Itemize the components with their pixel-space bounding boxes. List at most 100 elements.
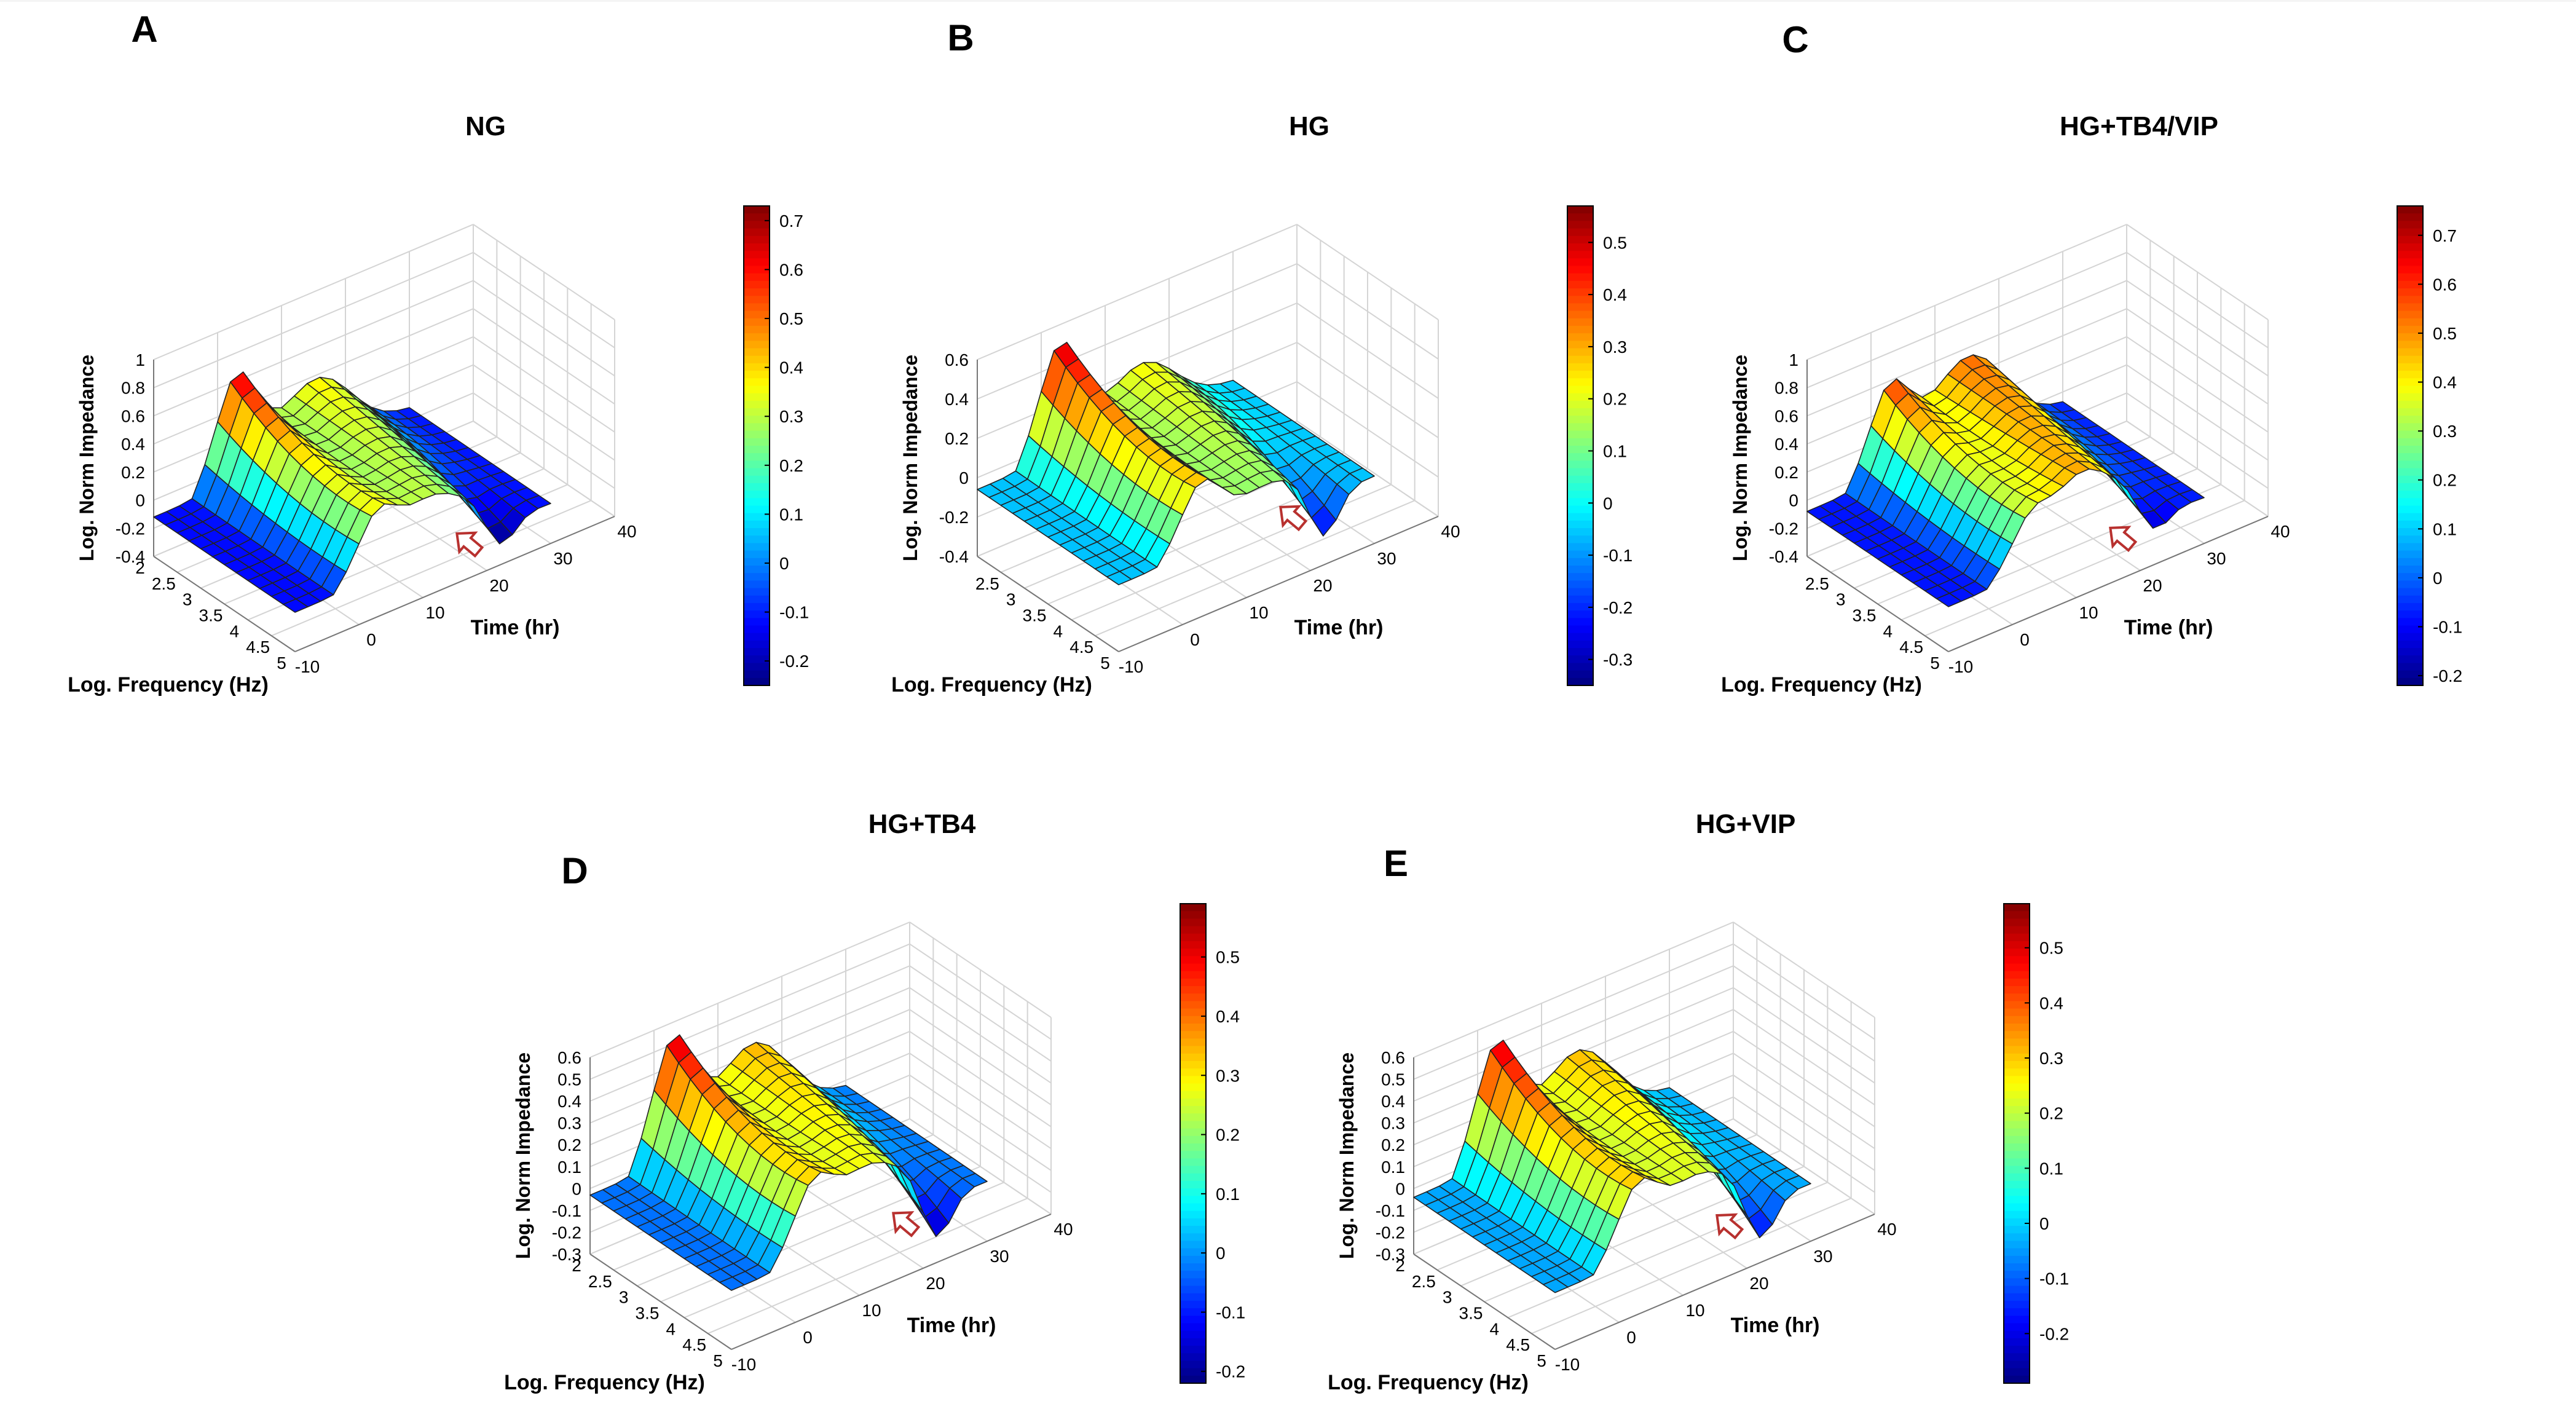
colorbar-band [744, 475, 770, 484]
grid-line [153, 280, 474, 417]
colorbar-band [744, 235, 770, 244]
panel-title: HG+TB4/VIP [2060, 111, 2218, 141]
colorbar-frame [2003, 903, 2030, 1384]
colorbar-band [1180, 1330, 1206, 1339]
colorbar-band [1567, 385, 1593, 394]
colorbar-band [1180, 918, 1206, 927]
colorbar-tick-label: 0.5 [1603, 233, 1627, 252]
colorbar-band [1567, 580, 1593, 589]
z-tick-label: 0.2 [945, 429, 969, 448]
y-tick-label: 30 [553, 549, 572, 568]
colorbar-band [1180, 1001, 1206, 1009]
colorbar-band [2004, 1151, 2030, 1159]
colorbar-band [2004, 1053, 2030, 1062]
colorbar-band [2397, 580, 2423, 589]
colorbar-band [744, 310, 770, 319]
colorbar-band [2397, 588, 2423, 596]
colorbar-band [1180, 1016, 1206, 1024]
x-tick-label: 4.5 [1899, 638, 1923, 657]
colorbar-band [1567, 438, 1593, 446]
colorbar-band [1567, 520, 1593, 529]
colorbar-band [1567, 355, 1593, 364]
colorbar-band [744, 535, 770, 544]
z-tick-label: 0 [135, 491, 145, 510]
colorbar-band [744, 416, 770, 424]
x-tick-label: 3.5 [1459, 1304, 1483, 1323]
z-tick-label: 0.2 [1381, 1135, 1405, 1155]
z-tick-label: 0.3 [1381, 1114, 1405, 1133]
colorbar-tick-label: -0.1 [2039, 1269, 2069, 1289]
surface [1806, 354, 2205, 607]
colorbar-tick-label: 0.5 [2433, 324, 2457, 343]
x-tick-label: 4.5 [246, 638, 270, 657]
colorbar-band [2397, 468, 2423, 476]
grid-line [271, 500, 592, 637]
y-axis-line [294, 516, 615, 652]
colorbar-band [1567, 602, 1593, 611]
colorbar-band [1180, 1271, 1206, 1279]
colorbar-band [2004, 1188, 2030, 1196]
x-tick-label: 2.5 [975, 574, 999, 593]
colorbar-tick-label: 0.7 [2433, 226, 2457, 245]
colorbar-band [1180, 911, 1206, 919]
panel-title: NG [465, 111, 506, 141]
colorbar-band [1180, 1135, 1206, 1144]
colorbar-band [2397, 430, 2423, 439]
colorbar-band [2397, 385, 2423, 394]
colorbar-band [744, 655, 770, 664]
z-tick-label: 0 [572, 1179, 581, 1198]
y-tick-label: 0 [366, 630, 376, 649]
x-axis-label: Log. Frequency (Hz) [504, 1371, 705, 1394]
colorbar-band [2004, 926, 2030, 934]
colorbar-band [744, 453, 770, 461]
colorbar-band [2397, 310, 2423, 319]
colorbar-band [2397, 558, 2423, 566]
colorbar-band [1567, 498, 1593, 507]
colorbar-band [2004, 986, 2030, 994]
colorbar-band [744, 446, 770, 454]
colorbar-band [2004, 1375, 2030, 1384]
colorbar-band [2397, 206, 2423, 214]
colorbar-band [1567, 273, 1593, 282]
y-tick-label: 40 [617, 522, 636, 541]
z-tick-label: 1 [1789, 350, 1798, 369]
colorbar-band [744, 528, 770, 536]
tick-labels: -0.3 -0.2 -0.1 0 0.1 0.2 0.3 0.4 0.5 0.6 2 2.5 3 3.5 4… [1376, 1048, 1897, 1374]
colorbar-band [2397, 618, 2423, 626]
colorbar-band [1180, 1046, 1206, 1054]
surface [589, 1034, 988, 1291]
colorbar-band [2004, 1271, 2030, 1279]
colorbar-band [2397, 520, 2423, 529]
colorbar-band [2397, 640, 2423, 649]
colorbar-band [1180, 963, 1206, 972]
colorbar-band [2004, 1113, 2030, 1122]
y-tick-label: 20 [489, 576, 508, 595]
surface [153, 371, 551, 613]
y-tick-label: 10 [1685, 1301, 1704, 1320]
colorbar-band [2397, 228, 2423, 237]
colorbar-band [1567, 618, 1593, 626]
colorbar-band [1567, 400, 1593, 409]
colorbar-band [2397, 341, 2423, 349]
colorbar-band [1567, 670, 1593, 679]
colorbar-band [744, 573, 770, 581]
colorbar-band [2004, 1008, 2030, 1017]
annotation-arrow [892, 1211, 921, 1238]
colorbar-band [1567, 677, 1593, 686]
x-tick-label: 4 [666, 1319, 676, 1338]
colorbar: -0.3 -0.2 -0.1 0 0.1 0.2 0.3 0.4 0.5 [1567, 205, 1633, 686]
panel-title: HG+TB4 [869, 809, 976, 839]
z-tick-label: -0.2 [1376, 1223, 1405, 1242]
colorbar-tick-label: -0.2 [779, 652, 809, 671]
colorbar-band [1180, 1241, 1206, 1249]
arrow-shape [892, 1211, 921, 1238]
grid-line [153, 251, 474, 389]
colorbar-tick-label: -0.2 [1603, 598, 1633, 617]
x-tick-label: 5 [277, 653, 286, 673]
colorbar-band [744, 318, 770, 326]
colorbar-tick-label: -0.1 [1216, 1303, 1245, 1322]
colorbar-band [744, 296, 770, 304]
colorbar-band [2397, 513, 2423, 521]
colorbar-band [1180, 1218, 1206, 1226]
z-tick-label: 0.6 [1381, 1048, 1405, 1067]
